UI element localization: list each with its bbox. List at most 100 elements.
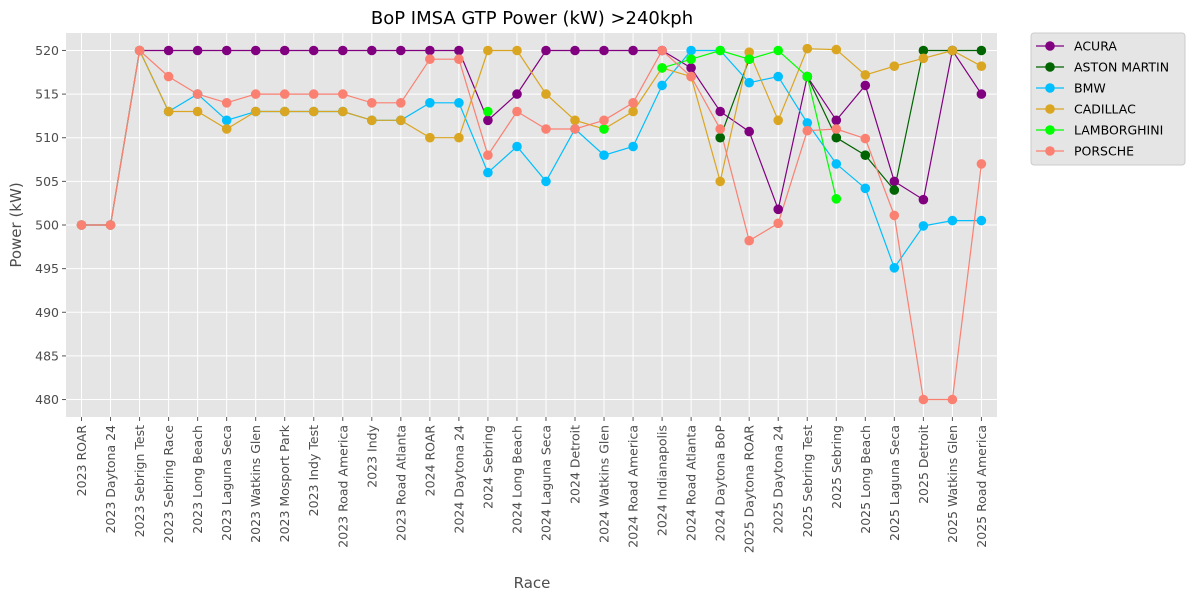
x-tick-label: 2024 Road Atlanta xyxy=(684,425,699,541)
point-cadillac xyxy=(192,106,203,117)
legend-marker-aston-martin xyxy=(1045,62,1055,72)
point-porsche xyxy=(976,159,987,169)
point-cadillac xyxy=(715,176,725,187)
point-porsche xyxy=(889,210,900,221)
x-tick-label: 2024 ROAR xyxy=(422,425,437,497)
x-tick-label: 2025 Watkins Glen xyxy=(945,425,960,543)
point-bmw xyxy=(221,115,232,126)
point-cadillac xyxy=(802,43,813,54)
point-bmw xyxy=(889,263,900,273)
point-porsche xyxy=(338,89,348,99)
legend-marker-porsche xyxy=(1045,146,1055,156)
point-porsche xyxy=(163,71,174,82)
point-bmw xyxy=(686,45,696,56)
point-porsche xyxy=(802,125,813,136)
point-aston-martin xyxy=(831,132,842,143)
x-tick-label: 2023 Sebring Race xyxy=(161,425,176,544)
point-porsche xyxy=(105,220,116,230)
point-acura xyxy=(308,45,319,56)
point-acura xyxy=(599,45,609,56)
y-tick-label: 520 xyxy=(35,43,59,58)
point-cadillac xyxy=(976,61,987,71)
point-porsche xyxy=(831,124,842,134)
point-bmw xyxy=(773,71,783,82)
point-porsche xyxy=(744,235,754,246)
legend-marker-bmw xyxy=(1045,83,1055,93)
point-bmw xyxy=(860,183,871,194)
series-line-bmw xyxy=(81,48,982,270)
point-aston-martin xyxy=(918,45,929,56)
point-aston-martin xyxy=(715,132,725,143)
point-bmw xyxy=(976,215,987,226)
point-porsche xyxy=(599,115,609,126)
point-lamborghini xyxy=(744,54,754,64)
chart-title: BoP IMSA GTP Power (kW) >240kph xyxy=(371,8,693,29)
x-tick-label: 2024 Road America xyxy=(626,425,641,548)
legend-label-porsche: PORSCHE xyxy=(1074,144,1134,159)
y-tick-label: 505 xyxy=(35,174,59,189)
point-cadillac xyxy=(425,132,435,143)
point-acura xyxy=(541,45,551,56)
x-tick-label: 2023 Indy xyxy=(364,424,379,487)
point-lamborghini xyxy=(802,71,813,82)
point-porsche xyxy=(657,45,667,56)
point-porsche xyxy=(396,98,406,108)
point-bmw xyxy=(483,167,493,178)
point-porsche xyxy=(686,71,696,82)
point-porsche xyxy=(279,89,290,99)
legend-label-acura: ACURA xyxy=(1074,39,1117,54)
legend-label-aston-martin: ASTON MARTIN xyxy=(1074,60,1169,75)
point-bmw xyxy=(831,159,842,169)
legend-marker-lamborghini xyxy=(1045,125,1055,135)
x-tick-label: 2023 Road Atlanta xyxy=(393,425,408,541)
point-acura xyxy=(628,45,638,56)
point-acura xyxy=(512,89,522,99)
point-porsche xyxy=(918,394,929,405)
point-lamborghini xyxy=(773,45,783,56)
x-tick-label: 2024 Watkins Glen xyxy=(597,425,612,543)
point-acura xyxy=(686,63,696,73)
point-acura xyxy=(454,45,464,56)
point-cadillac xyxy=(570,115,580,126)
x-tick-label: 2023 Indy Test xyxy=(306,425,321,516)
point-cadillac xyxy=(396,115,406,126)
point-cadillac xyxy=(454,132,464,143)
point-cadillac xyxy=(831,44,842,55)
point-bmw xyxy=(454,98,464,108)
point-acura xyxy=(250,45,261,56)
point-porsche xyxy=(570,124,580,134)
point-acura xyxy=(425,45,435,56)
legend-label-bmw: BMW xyxy=(1074,81,1106,96)
point-porsche xyxy=(628,98,638,108)
point-porsche xyxy=(308,89,319,99)
point-porsche xyxy=(192,89,203,99)
point-cadillac xyxy=(512,45,522,56)
x-tick-label: 2025 Sebring xyxy=(829,425,844,509)
point-lamborghini xyxy=(657,63,667,73)
point-porsche xyxy=(483,150,493,160)
point-cadillac xyxy=(773,115,783,126)
point-acura xyxy=(744,126,754,137)
point-cadillac xyxy=(628,106,638,117)
legend: ACURA ASTON MARTIN BMW CADILLAC LAMBORGHINI P… xyxy=(1030,32,1186,166)
point-acura xyxy=(221,45,232,56)
point-porsche xyxy=(715,124,725,134)
point-porsche xyxy=(512,106,522,117)
y-tick-label: 500 xyxy=(35,218,59,233)
point-cadillac xyxy=(860,70,871,80)
point-porsche xyxy=(454,54,464,64)
x-tick-label: 2024 Laguna Seca xyxy=(538,425,553,541)
y-axis: 480 485 490 495 500 505 510 515 520 xyxy=(35,43,66,407)
point-cadillac xyxy=(221,124,232,134)
x-tick-label: 2025 Long Beach xyxy=(858,425,873,534)
legend-label-lamborghini: LAMBORGHINI xyxy=(1074,123,1163,138)
y-tick-label: 480 xyxy=(35,392,59,407)
x-tick-label: 2024 Sebring xyxy=(480,425,495,509)
x-tick-label: 2025 Daytona 24 xyxy=(771,425,786,534)
point-acura xyxy=(773,204,783,215)
point-cadillac xyxy=(308,106,319,117)
x-tick-label: 2024 Daytona 24 xyxy=(451,425,466,534)
point-porsche xyxy=(860,133,871,144)
point-bmw xyxy=(541,176,551,187)
y-tick-label: 515 xyxy=(35,87,59,102)
